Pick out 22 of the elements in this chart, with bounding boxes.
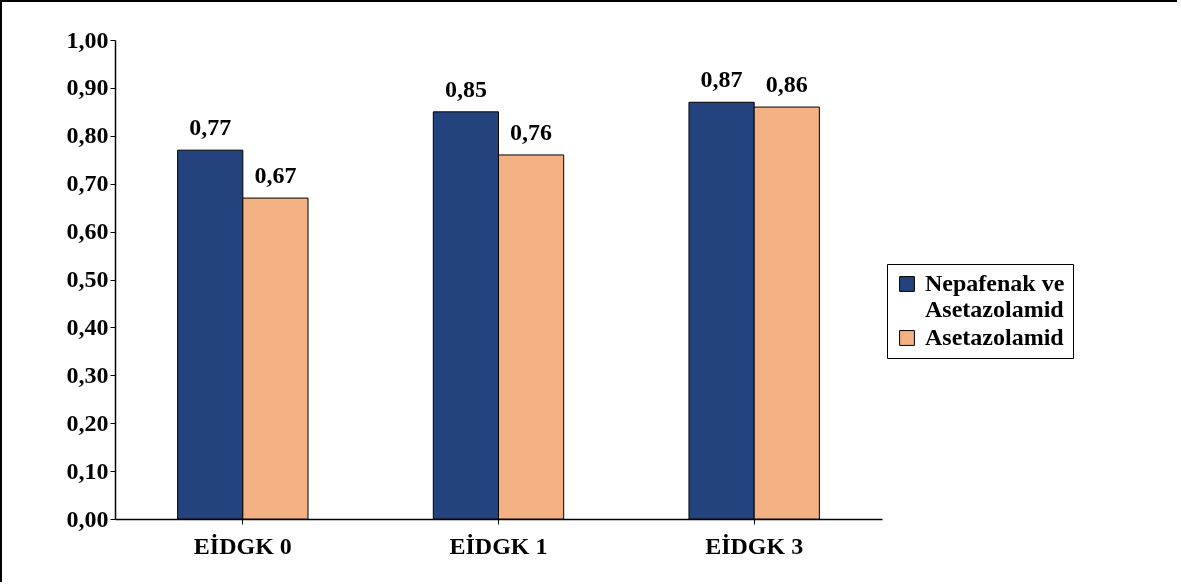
y-tick-label: 0,60 [66,218,109,245]
y-tick-label: 0,50 [66,266,109,292]
x-tick-label: EİDGK 3 [705,532,804,559]
data-label: 0,87 [700,66,743,93]
data-label: 0,67 [254,162,297,189]
data-label: 0,76 [510,118,553,145]
y-tick-label: 0,10 [66,457,109,484]
data-label: 0,77 [189,114,232,141]
y-tick-label: 0,40 [66,313,109,340]
x-tick-label: EİDGK 0 [193,532,292,559]
y-tick-label: 0,30 [66,361,109,388]
x-tick-label: EİDGK 1 [449,532,548,559]
y-tick-label: 0,00 [66,505,109,532]
y-tick-label: 0,80 [66,122,109,149]
y-tick-label: 0,70 [66,170,109,197]
y-tick-label: 0,90 [66,74,109,101]
data-label: 0,86 [765,71,808,98]
legend-label: Asetazolamid [925,324,1065,350]
data-label: 0,85 [444,75,487,102]
legend-label: Nepafenak ve Asetazolamid [925,270,1065,322]
y-tick-label: 0,20 [66,409,109,436]
y-tick-label: 1,00 [66,26,109,53]
